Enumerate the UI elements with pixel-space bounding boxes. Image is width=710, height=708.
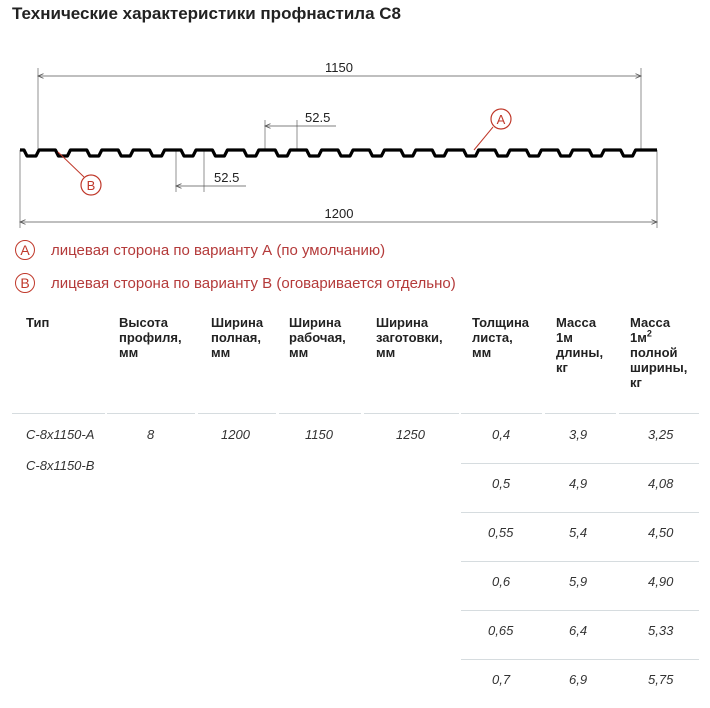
header-rule <box>364 413 459 414</box>
marker-a-label: A <box>497 112 506 127</box>
header-rule <box>198 413 276 414</box>
header-mass-area-superscript: 2 <box>646 328 652 339</box>
mass-length-value: 5,9 <box>569 574 588 589</box>
marker-a-circle <box>490 108 512 130</box>
page-title: Технические характеристики профнастила С… <box>12 4 401 23</box>
marker-a-leader <box>473 126 494 151</box>
header-width-full-line: Ширина <box>211 315 264 330</box>
header-rule <box>619 413 699 414</box>
header-mass-length-line: Масса <box>556 315 597 330</box>
thickness-value: 0,6 <box>492 574 511 589</box>
header-width-work: Ширина рабочая, мм <box>289 315 346 360</box>
header-width-blank-line: мм <box>376 345 396 360</box>
header-mass-area-line: полной <box>630 345 678 360</box>
header-rule <box>107 413 195 414</box>
header-width-work-line: мм <box>289 345 309 360</box>
width-work-value: 1150 <box>305 427 333 442</box>
header-mass-area-line: 1м2 <box>630 328 687 345</box>
row-rule <box>461 659 699 660</box>
mass-area-value: 4,50 <box>648 525 674 540</box>
header-rule <box>461 413 542 414</box>
mass-length-value: 3,9 <box>569 427 588 442</box>
row-rule <box>461 463 699 464</box>
thickness-value: 0,7 <box>492 672 511 687</box>
header-width-full: Ширина полная, мм <box>211 315 263 360</box>
profile-line <box>20 148 657 158</box>
header-rule <box>279 413 361 414</box>
profile-drawing: 1150 52.5 52.5 1200 A B <box>0 60 710 228</box>
height-value: 8 <box>147 427 155 442</box>
header-rule <box>545 413 616 414</box>
header-thickness-line: мм <box>472 345 492 360</box>
mass-length-value: 5,4 <box>569 525 588 540</box>
mass-length-value: 4,9 <box>569 476 588 491</box>
legend-text-a: лицевая сторона по варианту А (по умолча… <box>51 241 386 259</box>
header-width-blank-line: Ширина <box>376 315 429 330</box>
header-width-full-line: полная, <box>211 330 262 345</box>
type-value-a: С-8х1150-А <box>26 427 95 442</box>
dimension-label-pitch-bottom: 52.5 <box>214 170 239 185</box>
header-mass-length-line: 1м <box>556 330 573 345</box>
header-thickness-line: Толщина <box>472 315 530 330</box>
marker-b-leader <box>57 151 85 178</box>
header-width-work-line: рабочая, <box>289 330 346 345</box>
thickness-value: 0,5 <box>492 476 511 491</box>
dimension-label-1200: 1200 <box>325 206 354 221</box>
mass-area-value: 3,25 <box>648 427 674 442</box>
dimension-label-pitch-top: 52.5 <box>305 110 330 125</box>
mass-length-value: 6,4 <box>569 623 588 638</box>
marker-b-label: B <box>87 178 96 193</box>
thickness-value: 0,55 <box>488 525 514 540</box>
row-rule <box>461 561 699 562</box>
header-width-work-line: Ширина <box>289 315 342 330</box>
thickness-value: 0,4 <box>492 427 511 442</box>
header-mass-area-line: кг <box>630 375 642 390</box>
header-width-blank-line: заготовки, <box>376 330 443 345</box>
header-thickness-line: листа, <box>472 330 513 345</box>
mass-area-value: 4,08 <box>648 476 674 491</box>
header-mass-area-unit: 1м <box>630 330 647 345</box>
legend-item-a: A лицевая сторона по варианту А (по умол… <box>15 240 385 260</box>
legend-marker-a: A <box>15 240 35 260</box>
header-mass-area-line: ширины, <box>630 360 688 375</box>
header-width-blank: Ширина заготовки, мм <box>376 315 443 360</box>
width-blank-value: 1250 <box>396 427 425 442</box>
header-mass-area-line: Масса <box>630 315 671 330</box>
mass-area-value: 4,90 <box>648 574 674 589</box>
header-height-line: профиля, <box>119 330 182 345</box>
marker-b-circle <box>80 174 102 196</box>
header-rule <box>12 413 105 414</box>
mass-area-value: 5,33 <box>648 623 674 638</box>
header-mass-length-line: кг <box>556 360 568 375</box>
dimension-label-1150: 1150 <box>325 60 353 75</box>
row-rule <box>461 512 699 513</box>
header-height-line: мм <box>119 345 139 360</box>
mass-area-value: 5,75 <box>648 672 674 687</box>
thickness-value: 0,65 <box>488 623 514 638</box>
header-width-full-line: мм <box>211 345 231 360</box>
header-thickness: Толщина листа, мм <box>472 315 529 360</box>
mass-length-value: 6,9 <box>569 672 588 687</box>
header-mass-length: Масса 1м длины, кг <box>556 315 603 375</box>
header-type: Тип <box>26 315 50 330</box>
header-mass-length-line: длины, <box>556 345 604 360</box>
legend-marker-b: B <box>15 273 35 293</box>
type-value-b: С-8х1150-В <box>26 458 95 473</box>
header-height: Высота профиля, мм <box>119 315 182 360</box>
header-mass-area: Масса 1м2 полной ширины, кг <box>630 315 687 390</box>
row-rule <box>461 610 699 611</box>
width-full-value: 1200 <box>221 427 250 442</box>
legend-item-b: B лицевая сторона по варианту В (оговари… <box>15 273 456 293</box>
header-height-line: Высота <box>119 315 168 330</box>
legend-text-b: лицевая сторона по варианту В (оговарива… <box>51 274 456 292</box>
